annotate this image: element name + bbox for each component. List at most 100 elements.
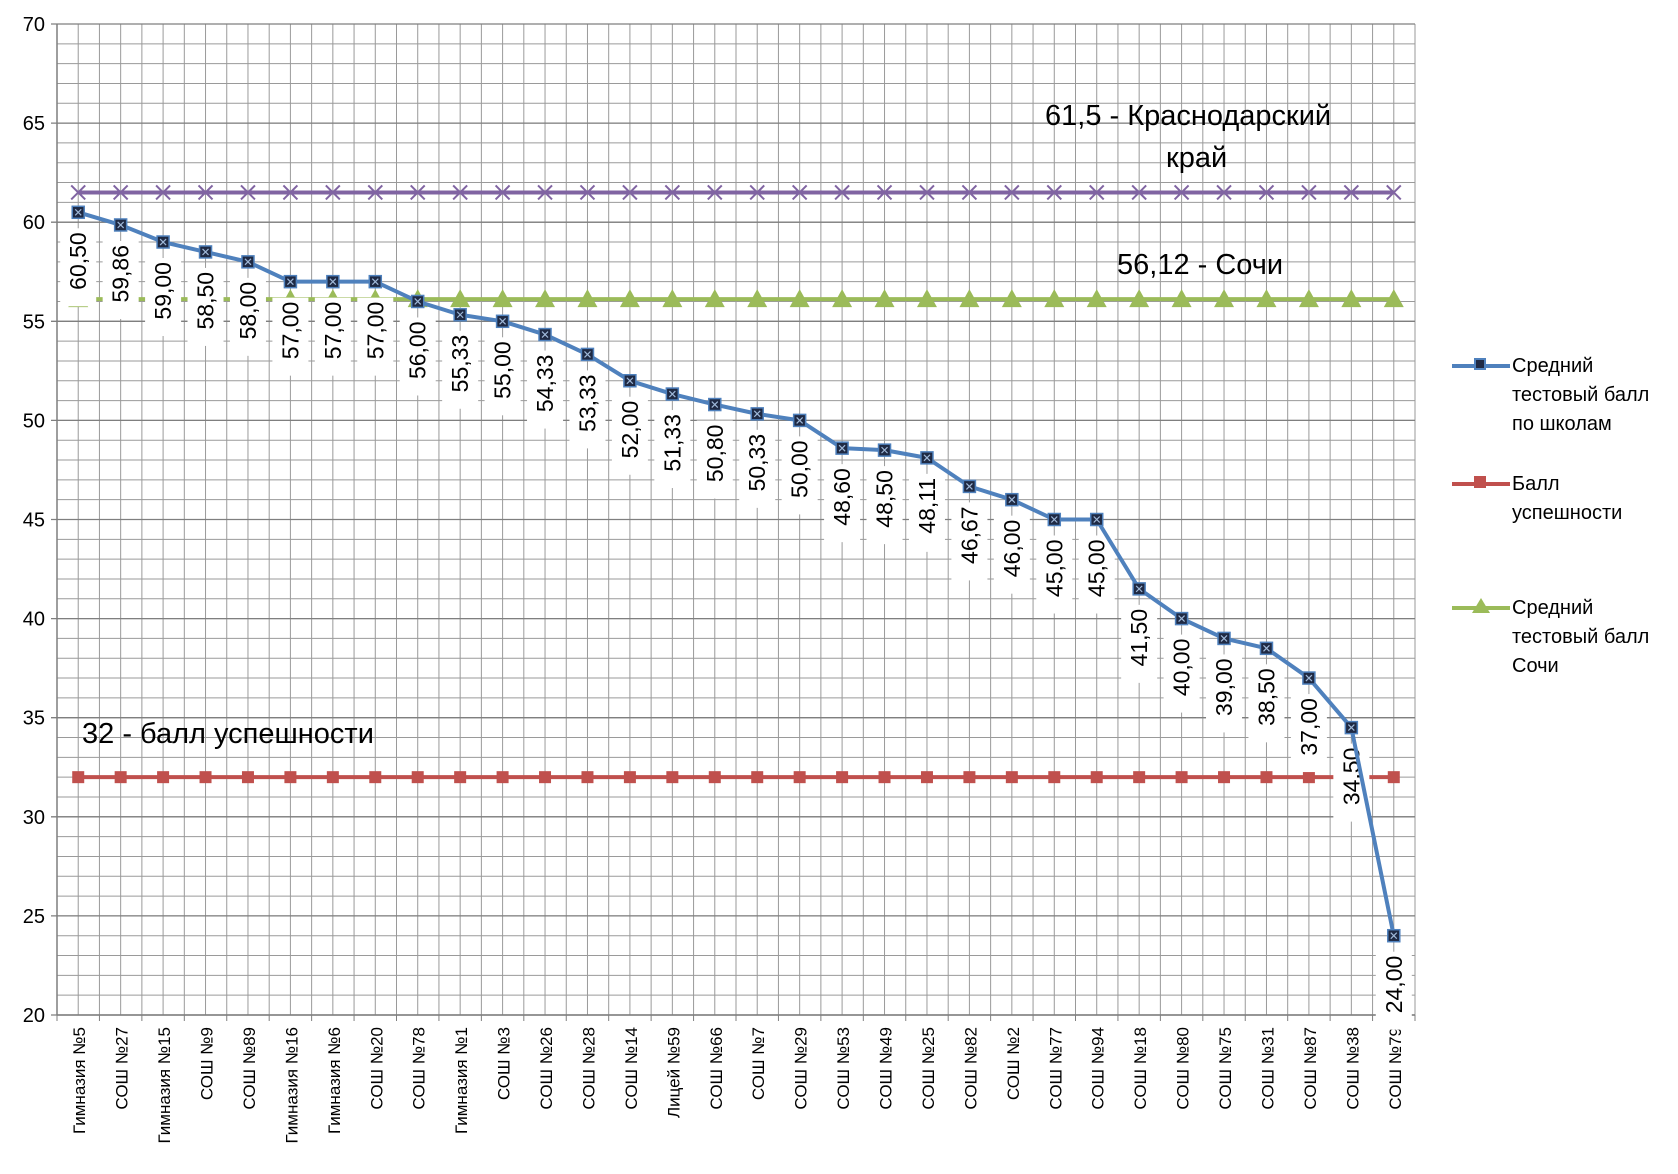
data-label: 48,50 xyxy=(872,470,898,528)
data-label-background xyxy=(357,297,394,376)
data-label: 45,00 xyxy=(1084,540,1110,598)
point-marker-cross xyxy=(456,311,464,319)
point-marker-cross xyxy=(626,377,634,385)
x-tick-label: СОШ №31 xyxy=(1258,1027,1277,1110)
point-marker-krasnodar xyxy=(1089,184,1105,201)
point-marker-cross xyxy=(1347,724,1355,732)
y-tick-label: 55 xyxy=(23,311,45,333)
annotations: 61,5 - Краснодарский край 56,12 - Сочи 32 -… xyxy=(82,100,1331,750)
point-marker-success xyxy=(369,771,382,784)
point-marker-sochi xyxy=(1044,289,1065,308)
data-label: 54,33 xyxy=(532,355,558,413)
data-label: 52,00 xyxy=(617,401,643,459)
annotation-sochi: 56,12 - Сочи xyxy=(1117,249,1283,281)
point-marker-success xyxy=(878,771,891,784)
series-line-school-average xyxy=(77,210,1396,937)
legend-label-line: тестовый балл xyxy=(1512,384,1650,406)
point-marker-success xyxy=(1387,771,1400,784)
x-tick-label: СОШ №82 xyxy=(961,1027,980,1110)
data-label-background xyxy=(908,473,945,552)
point-marker-sochi xyxy=(662,289,683,308)
data-label-background xyxy=(229,277,266,356)
point-marker-krasnodar xyxy=(876,184,893,201)
y-tick-label: 50 xyxy=(23,410,45,432)
point-marker-krasnodar xyxy=(1173,184,1190,201)
point-marker-sochi xyxy=(1171,289,1192,308)
point-marker-cross xyxy=(541,331,549,339)
point-marker-cross xyxy=(286,278,294,286)
point-marker-cross xyxy=(1135,585,1143,593)
data-label: 55,00 xyxy=(490,341,516,399)
data-label: 57,00 xyxy=(362,302,388,360)
legend-label-line: Средний xyxy=(1512,597,1594,619)
y-tick-label: 20 xyxy=(23,1005,45,1027)
point-marker-success xyxy=(1005,771,1018,784)
point-marker-cross xyxy=(584,350,591,358)
point-marker-krasnodar xyxy=(197,184,214,201)
point-marker-success xyxy=(666,771,679,784)
annotation-krasnodar-line2: край xyxy=(1166,142,1227,174)
data-label: 40,00 xyxy=(1169,639,1195,697)
legend-label-line: успешности xyxy=(1512,502,1623,524)
x-tick-label: СОШ №29 xyxy=(792,1027,811,1110)
y-tick-label: 40 xyxy=(23,609,45,631)
point-marker-cross xyxy=(1093,516,1101,523)
legend-label-line: Балл xyxy=(1512,473,1560,495)
data-label: 53,33 xyxy=(574,374,600,432)
x-tick-label: СОШ №79 xyxy=(1386,1027,1405,1110)
point-marker-success xyxy=(1133,771,1146,784)
point-marker-cross xyxy=(753,410,761,418)
point-marker-krasnodar xyxy=(664,184,681,201)
data-label-background xyxy=(1290,694,1327,773)
point-marker-cross xyxy=(244,258,252,266)
annotation-success: 32 - балл успешности xyxy=(82,718,374,750)
x-tick-label: СОШ №80 xyxy=(1174,1027,1193,1110)
point-marker-krasnodar xyxy=(579,184,596,201)
point-marker-krasnodar xyxy=(707,184,723,201)
x-tick-label: СОШ №26 xyxy=(537,1027,556,1110)
data-label-background xyxy=(527,350,564,429)
data-label-background xyxy=(993,515,1030,594)
point-marker-sochi xyxy=(619,289,640,308)
data-label-background xyxy=(1163,634,1200,713)
x-tick-label: СОШ №28 xyxy=(579,1027,598,1110)
x-tick-label: Гимназия №15 xyxy=(155,1027,174,1143)
data-labels xyxy=(60,228,1412,1030)
point-marker-krasnodar xyxy=(70,184,86,201)
point-marker-sochi xyxy=(1256,289,1277,308)
point-marker-sochi xyxy=(747,289,768,308)
point-marker-krasnodar xyxy=(155,184,171,201)
data-label-background xyxy=(781,436,818,515)
point-marker-krasnodar xyxy=(410,184,426,201)
data-label: 48,11 xyxy=(914,478,940,534)
data-label: 45,00 xyxy=(1041,540,1067,598)
legend-label-success-score: Балл успешности xyxy=(1512,470,1678,528)
point-marker-success xyxy=(751,771,764,784)
legend-marker-sochi-average xyxy=(1472,598,1490,613)
data-label: 56,00 xyxy=(405,321,431,379)
point-marker-krasnodar xyxy=(1258,184,1275,201)
point-marker-success xyxy=(836,771,849,784)
y-tick-label: 30 xyxy=(23,807,45,829)
point-marker-cross xyxy=(711,401,719,408)
point-marker-krasnodar xyxy=(1216,184,1232,201)
x-tick-label: СОШ №9 xyxy=(198,1027,217,1100)
point-marker-cross xyxy=(159,238,167,246)
data-label-background xyxy=(1375,951,1412,1030)
point-marker-cross xyxy=(668,390,676,398)
data-label: 57,00 xyxy=(320,302,346,360)
point-marker-cross xyxy=(74,208,82,216)
data-label-background xyxy=(866,466,903,545)
point-marker-krasnodar xyxy=(325,184,341,201)
point-marker-krasnodar xyxy=(494,184,511,201)
x-tick-label: СОШ №20 xyxy=(367,1027,386,1110)
point-marker-sochi xyxy=(1214,289,1235,308)
data-label: 51,33 xyxy=(659,414,685,472)
legend-label-sochi-average: Средний тестовый балл Сочи xyxy=(1512,594,1678,681)
point-marker-krasnodar xyxy=(1131,184,1147,201)
point-marker-success xyxy=(708,771,721,784)
x-tick-label: СОШ №75 xyxy=(1216,1027,1235,1110)
y-tick-label: 65 xyxy=(23,113,45,135)
